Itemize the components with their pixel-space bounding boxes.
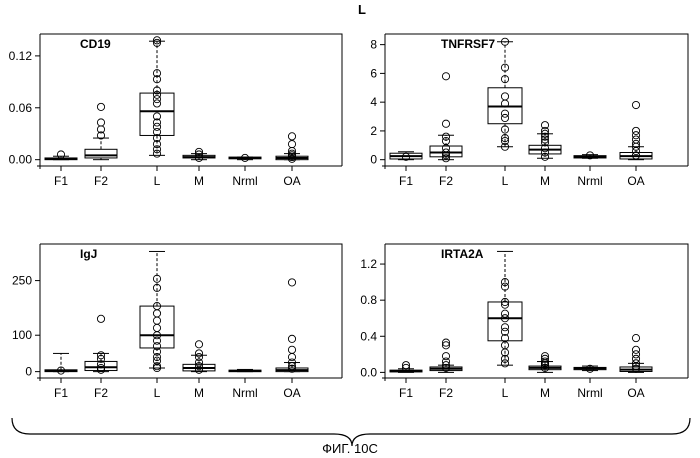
x-tick-label: L	[502, 386, 509, 400]
iqr-box	[85, 149, 117, 158]
x-tick-label: F2	[94, 174, 108, 188]
y-tick-label: 0	[25, 365, 32, 379]
plot-frame	[385, 244, 688, 378]
x-tick-label: L	[502, 174, 509, 188]
box-M	[183, 341, 215, 374]
panel-title: CD19	[80, 37, 111, 51]
box-L	[488, 251, 522, 367]
box-M	[529, 122, 561, 161]
panel-1: TNFRSF7 0 2 4 6 8 F1 F2 L M Nrml OA	[370, 34, 688, 188]
x-tick-label: F1	[399, 174, 413, 188]
y-tick-label: 250	[12, 274, 32, 288]
plot-frame	[40, 244, 342, 378]
outlier-point	[288, 346, 295, 353]
box-F2	[85, 103, 117, 159]
x-tick-label: M	[194, 174, 204, 188]
outlier-point	[632, 334, 639, 341]
x-tick-label: F1	[54, 174, 68, 188]
box-F2	[85, 315, 117, 373]
box-Nrml	[229, 369, 261, 371]
iqr-box	[140, 306, 174, 348]
box-F1	[390, 362, 422, 373]
panel-0: CD19 0.00 0.06 0.12 F1 F2 L M Nrml OA	[9, 34, 342, 188]
panel-2: IgJ 0 100 250 F1 F2 L M Nrml OA	[12, 244, 342, 400]
x-tick-label: OA	[627, 386, 644, 400]
outlier-point	[632, 101, 639, 108]
figure-caption: ФИГ. 10С	[322, 441, 378, 456]
box-F2	[430, 339, 462, 372]
box-OA	[276, 133, 308, 163]
x-tick-label: Nrml	[232, 174, 257, 188]
box-M	[529, 353, 561, 373]
panel-title: IgJ	[80, 247, 97, 261]
panels: CD190.000.060.12F1F2LMNrmlOATNFRSF702468…	[9, 34, 688, 400]
y-tick-label: 0.8	[360, 293, 377, 307]
outlier-point	[288, 133, 295, 140]
plot-frame	[40, 34, 342, 166]
y-tick-label: 0.00	[9, 153, 33, 167]
x-tick-label: M	[194, 386, 204, 400]
x-tick-label: OA	[283, 174, 300, 188]
x-tick-label: F2	[439, 174, 453, 188]
x-tick-label: OA	[627, 174, 644, 188]
y-tick-label: 2	[370, 124, 377, 138]
box-F2	[430, 73, 462, 162]
x-tick-label: Nrml	[577, 174, 602, 188]
box-M	[183, 148, 215, 161]
y-tick-label: 100	[12, 328, 32, 342]
box-L	[488, 38, 522, 150]
y-tick-label: 1.2	[360, 257, 377, 271]
x-tick-label: F2	[439, 386, 453, 400]
x-tick-label: Nrml	[232, 386, 257, 400]
panel-title: TNFRSF7	[441, 37, 495, 51]
panel-3: IRTA2A 0.0 0.4 0.8 1.2 F1 F2 L M Nrml OA	[360, 244, 688, 400]
panel-title: IRTA2A	[441, 247, 484, 261]
outlier-point	[288, 141, 295, 148]
outlier-point	[288, 335, 295, 342]
outlier-point	[632, 127, 639, 134]
y-tick-label: 0.12	[9, 49, 33, 63]
outlier-point	[442, 73, 449, 80]
outlier-point	[97, 119, 104, 126]
figure-top-label: L	[358, 2, 366, 17]
x-tick-label: M	[540, 174, 550, 188]
box-F1	[390, 152, 422, 161]
x-tick-label: L	[154, 174, 161, 188]
x-tick-label: L	[154, 386, 161, 400]
x-tick-label: F2	[94, 386, 108, 400]
x-tick-label: Nrml	[577, 386, 602, 400]
x-tick-label: F1	[399, 386, 413, 400]
x-tick-label: F1	[54, 386, 68, 400]
x-tick-label: M	[540, 386, 550, 400]
box-L	[140, 37, 174, 157]
outlier-point	[442, 120, 449, 127]
box-Nrml	[229, 154, 261, 161]
box-OA	[276, 279, 308, 373]
box-L	[140, 251, 174, 371]
y-tick-label: 8	[370, 38, 377, 52]
outlier-point	[195, 341, 202, 348]
box-OA	[620, 101, 652, 159]
y-tick-label: 0.0	[360, 365, 377, 379]
y-tick-label: 0.4	[360, 329, 377, 343]
y-tick-label: 6	[370, 66, 377, 80]
box-Nrml	[574, 152, 606, 159]
outlier-point	[632, 132, 639, 139]
box-F1	[45, 151, 77, 160]
outlier-point	[632, 136, 639, 143]
y-tick-label: 4	[370, 95, 377, 109]
x-tick-label: OA	[283, 386, 300, 400]
y-tick-label: 0	[370, 153, 377, 167]
y-tick-label: 0.06	[9, 101, 33, 115]
outlier-point	[288, 279, 295, 286]
box-OA	[620, 334, 652, 372]
box-Nrml	[574, 365, 606, 372]
outlier-point	[97, 103, 104, 110]
box-F1	[45, 353, 77, 374]
outlier-point	[97, 315, 104, 322]
